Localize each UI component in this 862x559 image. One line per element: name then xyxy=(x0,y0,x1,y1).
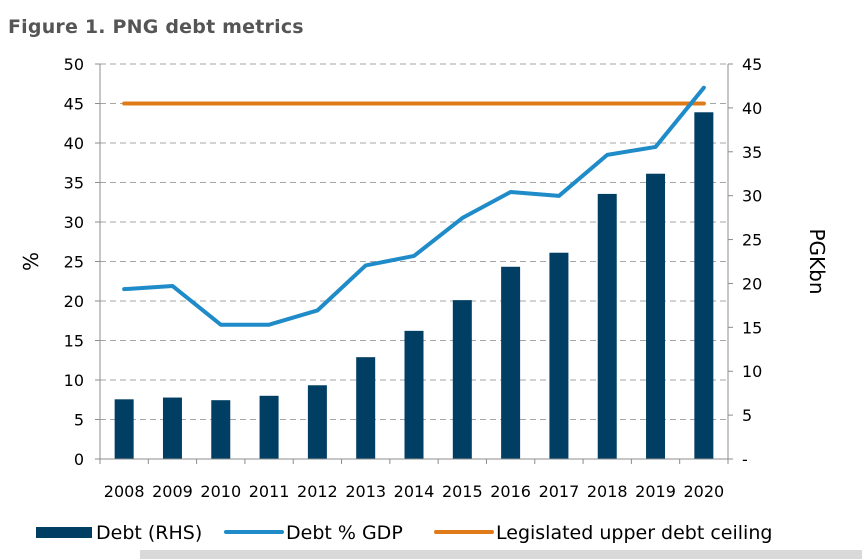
left-tick-labels: 0 5 10 15 20 25 30 35 40 45 50 xyxy=(64,55,84,469)
bottom-scroll-strip xyxy=(140,550,862,559)
chart-title: Figure 1. PNG debt metrics xyxy=(8,16,304,38)
y-axis-title: % xyxy=(19,252,43,271)
debt-bar xyxy=(501,266,521,459)
debt-bar xyxy=(259,395,279,459)
left-tick-label: 25 xyxy=(64,253,84,272)
left-tick-label: 5 xyxy=(74,411,84,430)
x-tick-label: 2015 xyxy=(442,482,483,501)
debt-bar xyxy=(114,399,134,459)
debt-bar xyxy=(307,385,327,459)
left-tick-label: 20 xyxy=(64,292,84,311)
y2-axis-title: PGKbn xyxy=(805,228,829,294)
left-tick-label: 35 xyxy=(64,174,84,193)
right-tick-label: 30 xyxy=(742,187,762,206)
left-tick-label: 30 xyxy=(64,213,84,232)
x-tick-label: 2010 xyxy=(200,482,241,501)
right-tick-label: 35 xyxy=(742,143,762,162)
legend-label: Debt (RHS) xyxy=(96,522,202,544)
legend-swatch xyxy=(36,527,92,538)
left-tick-label: 45 xyxy=(64,95,84,114)
debt-bar xyxy=(549,252,569,459)
x-tick-label: 2017 xyxy=(539,482,580,501)
right-tick-label: 15 xyxy=(742,318,762,337)
x-tick-label: 2011 xyxy=(249,482,290,501)
x-tick-label: 2020 xyxy=(683,482,724,501)
left-tick-label: 15 xyxy=(64,332,84,351)
debt-bar xyxy=(211,400,231,459)
debt-bar xyxy=(452,300,472,459)
line-series xyxy=(122,85,706,327)
debt-bar xyxy=(694,112,714,460)
x-tick-label: 2016 xyxy=(490,482,531,501)
left-tick-label: 50 xyxy=(64,55,84,74)
x-tick-label: 2012 xyxy=(297,482,338,501)
debt-bar xyxy=(646,173,666,459)
debt-gdp-line xyxy=(122,85,706,327)
right-tick-label: 10 xyxy=(742,362,762,381)
x-tick-label: 2009 xyxy=(152,482,193,501)
legend-item: Debt % GDP xyxy=(224,522,403,544)
left-tick-label: 0 xyxy=(74,450,84,469)
right-tick-label: 45 xyxy=(742,55,762,74)
axes xyxy=(95,63,733,464)
debt-bar xyxy=(597,193,617,459)
legend-label: Legislated upper debt ceiling xyxy=(496,522,772,544)
debt-bar xyxy=(356,357,376,459)
x-tick-label: 2014 xyxy=(394,482,435,501)
legend: Debt (RHS) Debt % GDP Legislated upper deb… xyxy=(36,522,772,544)
right-tick-label: 40 xyxy=(742,99,762,118)
x-tick-labels: 2008 2009 2010 2011 2012 2013 2014 2015 2016 2017… xyxy=(104,482,724,501)
right-tick-label: 25 xyxy=(742,231,762,250)
right-tick-label: 20 xyxy=(742,274,762,293)
x-tick-label: 2019 xyxy=(635,482,676,501)
legend-label: Debt % GDP xyxy=(286,522,403,544)
x-tick-label: 2008 xyxy=(104,482,145,501)
debt-bar xyxy=(162,397,182,459)
x-tick-label: 2018 xyxy=(587,482,628,501)
debt-bar xyxy=(404,330,424,459)
bar-series xyxy=(114,112,714,460)
right-tick-label: - xyxy=(742,450,748,469)
right-tick-label: 5 xyxy=(742,406,752,425)
x-tick-label: 2013 xyxy=(345,482,386,501)
legend-item: Legislated upper debt ceiling xyxy=(434,522,772,544)
left-tick-label: 40 xyxy=(64,134,84,153)
left-tick-label: 10 xyxy=(64,371,84,390)
legend-item: Debt (RHS) xyxy=(36,522,202,544)
right-tick-labels: - 5 10 15 20 25 30 35 40 45 xyxy=(742,55,762,469)
